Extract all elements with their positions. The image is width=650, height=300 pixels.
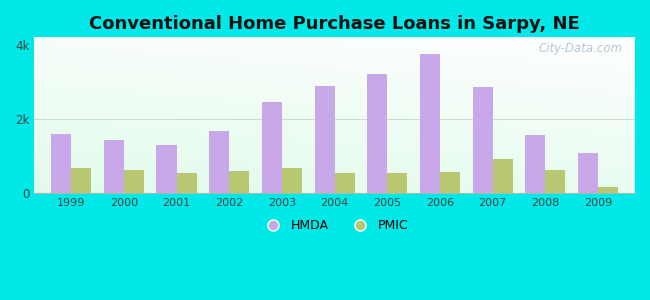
Bar <box>71 168 91 193</box>
Bar <box>525 135 545 193</box>
Bar <box>335 172 355 193</box>
Bar <box>124 170 144 193</box>
Bar <box>157 145 177 193</box>
Bar <box>209 131 229 193</box>
Bar <box>440 172 460 193</box>
Bar <box>367 74 387 193</box>
Text: City-Data.com: City-Data.com <box>539 42 623 55</box>
Bar <box>578 153 598 193</box>
Bar <box>282 168 302 193</box>
Bar <box>598 187 618 193</box>
Bar <box>473 88 493 193</box>
Bar <box>177 172 196 193</box>
Bar <box>262 102 282 193</box>
Bar <box>545 170 566 193</box>
Title: Conventional Home Purchase Loans in Sarpy, NE: Conventional Home Purchase Loans in Sarp… <box>89 15 580 33</box>
Bar <box>387 173 408 193</box>
Bar <box>315 85 335 193</box>
Bar <box>229 171 249 193</box>
Legend: HMDA, PMIC: HMDA, PMIC <box>256 214 413 237</box>
Bar <box>493 159 513 193</box>
Bar <box>420 54 440 193</box>
Bar <box>104 140 124 193</box>
Bar <box>51 134 71 193</box>
